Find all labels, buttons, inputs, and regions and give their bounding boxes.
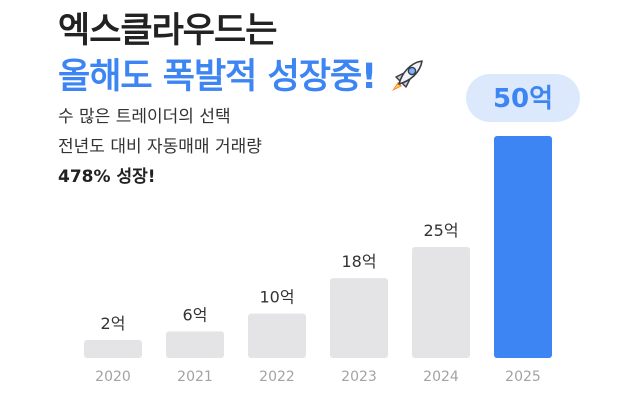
headline-line2: 올해도 폭발적 성장중! [58, 57, 377, 97]
year-label-2022: 2022 [259, 369, 295, 385]
data-label-2022: 10억 [259, 288, 294, 307]
headline: 엑스클라우드는 올해도 폭발적 성장중! [58, 8, 428, 100]
data-label-2021: 6억 [183, 305, 208, 324]
bar-2022 [248, 313, 306, 358]
description-line3: 478% 성장! [58, 167, 156, 187]
data-label-2025: 50억 [493, 84, 553, 114]
bar-2023 [330, 278, 388, 358]
data-label-2023: 18억 [341, 252, 376, 271]
highlight-badge [466, 74, 580, 122]
headline-line1: 엑스클라우드는 [58, 11, 277, 51]
bar-2025 [494, 136, 552, 358]
data-label-2020: 2억 [101, 314, 126, 333]
year-label-2023: 2023 [341, 369, 377, 385]
description: 수 많은 트레이더의 선택 전년도 대비 자동매매 거래량 478% 성장! [58, 102, 262, 192]
data-label-2024: 25억 [423, 221, 458, 240]
year-label-2025: 2025 [505, 369, 541, 385]
rocket-icon [392, 60, 423, 91]
description-line2: 전년도 대비 자동매매 거래량 [58, 137, 262, 157]
bar-2020 [84, 340, 142, 358]
year-label-2020: 2020 [95, 369, 131, 385]
headline-line2-row: 올해도 폭발적 성장중! [58, 54, 428, 100]
year-label-2021: 2021 [177, 369, 213, 385]
bar-2024 [412, 247, 470, 358]
year-label-2024: 2024 [423, 369, 459, 385]
description-line1: 수 많은 트레이더의 선택 [58, 107, 231, 127]
bar-2021 [166, 331, 224, 358]
